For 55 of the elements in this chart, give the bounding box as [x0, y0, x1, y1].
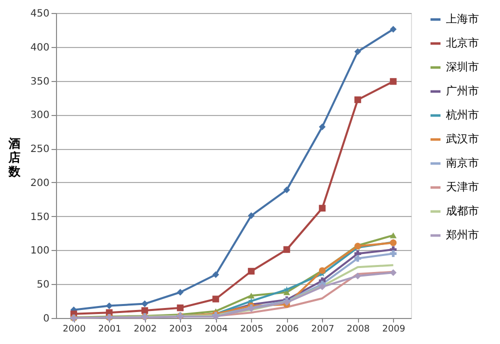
x-tick-label: 2006 — [276, 324, 299, 334]
point — [354, 96, 362, 104]
point — [141, 300, 148, 308]
point — [176, 288, 184, 296]
legend-label: 广州市 — [446, 84, 479, 98]
legend-label: 杭州市 — [445, 108, 479, 122]
legend-label: 成都市 — [446, 204, 479, 218]
x-tick-label: 2000 — [62, 324, 86, 334]
point — [390, 78, 397, 85]
x-tick-label: 2008 — [346, 324, 370, 334]
x-tick-label: 2009 — [382, 324, 406, 334]
point — [141, 307, 148, 314]
point — [390, 250, 397, 257]
point — [354, 255, 362, 262]
point — [212, 296, 220, 302]
point — [248, 268, 255, 275]
x-tick-label: 2007 — [311, 324, 334, 334]
y-tick-label: 350 — [30, 76, 50, 88]
point — [354, 48, 362, 55]
point — [106, 302, 113, 310]
point — [283, 186, 290, 194]
point — [318, 124, 326, 130]
x-tick-label: 2004 — [204, 324, 228, 334]
point — [390, 26, 397, 33]
point — [354, 272, 362, 280]
y-tick-label: 400 — [30, 42, 50, 54]
y-tick-label: 50 — [36, 280, 50, 291]
legend-label: 北京市 — [446, 36, 479, 50]
y-tick-label: 100 — [30, 246, 50, 257]
legend-label: 郑州市 — [446, 228, 479, 242]
legend-label: 南京市 — [446, 156, 479, 170]
point — [283, 246, 290, 253]
y-tick-label: 250 — [30, 144, 50, 156]
point — [390, 269, 397, 276]
y-tick-label: 0 — [43, 314, 50, 324]
x-tick-label: 2003 — [169, 324, 192, 334]
y-tick-label: 150 — [30, 212, 50, 223]
point — [390, 232, 397, 238]
point — [248, 212, 255, 220]
legend-label: 天津市 — [446, 180, 479, 194]
point — [318, 283, 326, 290]
y-tick-label: 200 — [30, 178, 50, 189]
point — [176, 304, 184, 312]
legend-label: 武汉市 — [446, 132, 479, 146]
y-tick-label: 300 — [30, 110, 50, 122]
y-axis-title: 酒店数 — [8, 136, 22, 178]
x-tick-label: 2002 — [134, 324, 157, 334]
point — [318, 204, 326, 212]
legend-label: 上海市 — [446, 12, 479, 26]
x-tick-label: 2001 — [98, 324, 122, 334]
point — [212, 271, 220, 278]
x-tick-label: 2005 — [240, 324, 264, 334]
legend-label: 深圳市 — [446, 60, 479, 74]
point — [248, 292, 255, 299]
y-tick-label: 450 — [30, 8, 50, 20]
